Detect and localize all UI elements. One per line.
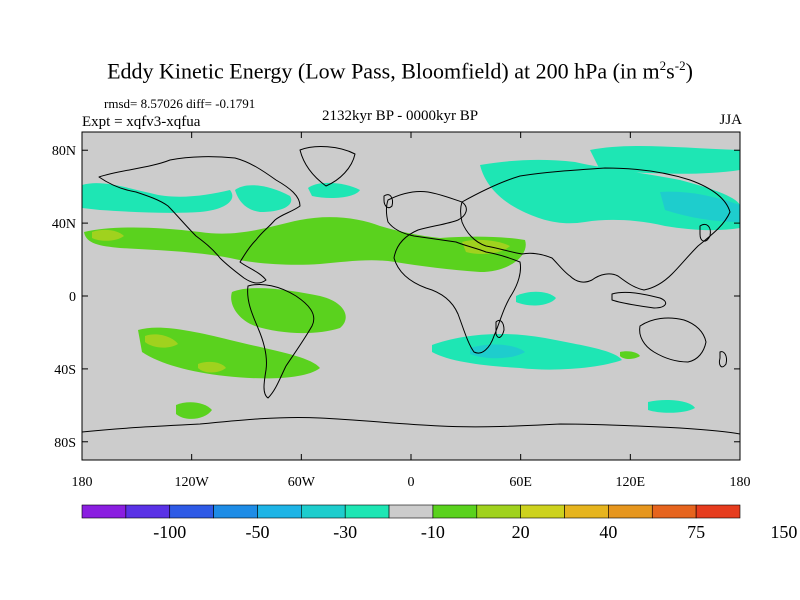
positive-anomaly-regions [84, 217, 640, 419]
region-neg-arabian [516, 291, 556, 306]
strong-positive-regions [92, 229, 510, 373]
colorbar-swatch [695, 504, 741, 519]
colorbar-label: 40 [599, 522, 617, 542]
y-tick-label: 40N [52, 217, 76, 232]
colorbar-swatch [608, 504, 653, 519]
strong-negative-regions [470, 191, 740, 359]
season-label: JJA [719, 112, 742, 128]
colorbar: -100 -50 -30 -10 20 40 75 150 [81, 504, 797, 542]
coast-australia [639, 317, 707, 363]
colorbar-swatch [301, 504, 346, 519]
x-tick-label: 120W [175, 475, 210, 490]
colorbar-swatch [125, 504, 171, 519]
y-tick-label: 0 [69, 290, 76, 305]
region-neg-np-west [82, 183, 233, 213]
period-label: 2132kyr BP - 0000kyr BP [321, 108, 479, 124]
colorbar-swatch [520, 504, 565, 519]
colorbar-label: -50 [245, 522, 269, 542]
region-pos2-atlantic [92, 229, 124, 241]
y-tick-label: 40S [54, 363, 76, 378]
colorbar-swatch [476, 504, 521, 519]
colorbar-label: -30 [333, 522, 357, 542]
coast-south-america [247, 283, 315, 399]
coast-greenland [299, 146, 356, 187]
y-tick-label: 80S [54, 436, 76, 451]
region-pos2-africa [462, 239, 510, 254]
colorbar-swatch [169, 504, 214, 519]
experiment-label: Expt = xqfv3-xqfua [82, 114, 201, 130]
colorbar-label: 75 [687, 522, 705, 542]
region-neg-arctic [590, 145, 740, 174]
colorbar-swatch [213, 504, 258, 519]
coast-japan [699, 223, 711, 242]
colorbar-swatch [344, 504, 390, 519]
region-pos-small [620, 351, 640, 359]
colorbar-label: -10 [421, 522, 445, 542]
coast-new-zealand [719, 351, 727, 368]
axis-ticks: 180 120W 60W 0 60E 120E 180 80N 40N 0 40S 80S [52, 132, 751, 490]
region-neg2-asia [660, 191, 740, 222]
coast-uk [383, 194, 393, 209]
colorbar-swatch [388, 504, 434, 519]
coast-africa-europe [386, 191, 521, 354]
rmsd-diff-stats: rmsd= 8.57026 diff= -0.1791 [104, 96, 256, 111]
coast-madagascar [495, 319, 505, 338]
y-tick-label: 80N [52, 144, 76, 159]
region-neg2-indian [470, 344, 525, 359]
region-neg-na [235, 185, 292, 212]
x-tick-label: 120E [616, 475, 646, 490]
region-neg-south-indian [432, 334, 622, 370]
colorbar-swatch [81, 504, 127, 519]
region-pos-eq-pacific [231, 288, 346, 334]
coast-antarctica [82, 416, 740, 435]
x-tick-label: 180 [72, 475, 93, 490]
colorbar-swatch [257, 504, 302, 519]
colorbar-swatch [651, 504, 697, 519]
coastlines [82, 146, 740, 435]
region-pos-atlantic-band [84, 217, 526, 272]
map-title: Eddy Kinetic Energy (Low Pass, Bloomfiel… [107, 58, 693, 84]
coast-north-america [98, 156, 301, 284]
region-pos-s-atlantic [176, 402, 212, 419]
anomaly-fill-layer [82, 145, 740, 435]
x-tick-label: 180 [730, 475, 751, 490]
negative-anomaly-regions [82, 145, 740, 413]
region-neg-south-pacific [648, 400, 695, 413]
x-tick-label: 60E [509, 475, 532, 490]
colorbar-label: 150 [770, 522, 797, 542]
coast-indonesia [611, 291, 667, 309]
region-pos2-s-pacific [145, 334, 178, 348]
x-tick-label: 0 [408, 475, 415, 490]
region-pos-s-pacific [138, 327, 320, 379]
colorbar-label: -100 [153, 522, 186, 542]
x-tick-label: 60W [288, 475, 316, 490]
colorbar-label: 20 [512, 522, 530, 542]
colorbar-swatch [432, 504, 478, 519]
coast-eurasia [460, 167, 731, 291]
region-pos2-s-pacific-b [198, 361, 226, 373]
colorbar-swatch [564, 504, 609, 519]
region-neg-europe [308, 182, 360, 198]
